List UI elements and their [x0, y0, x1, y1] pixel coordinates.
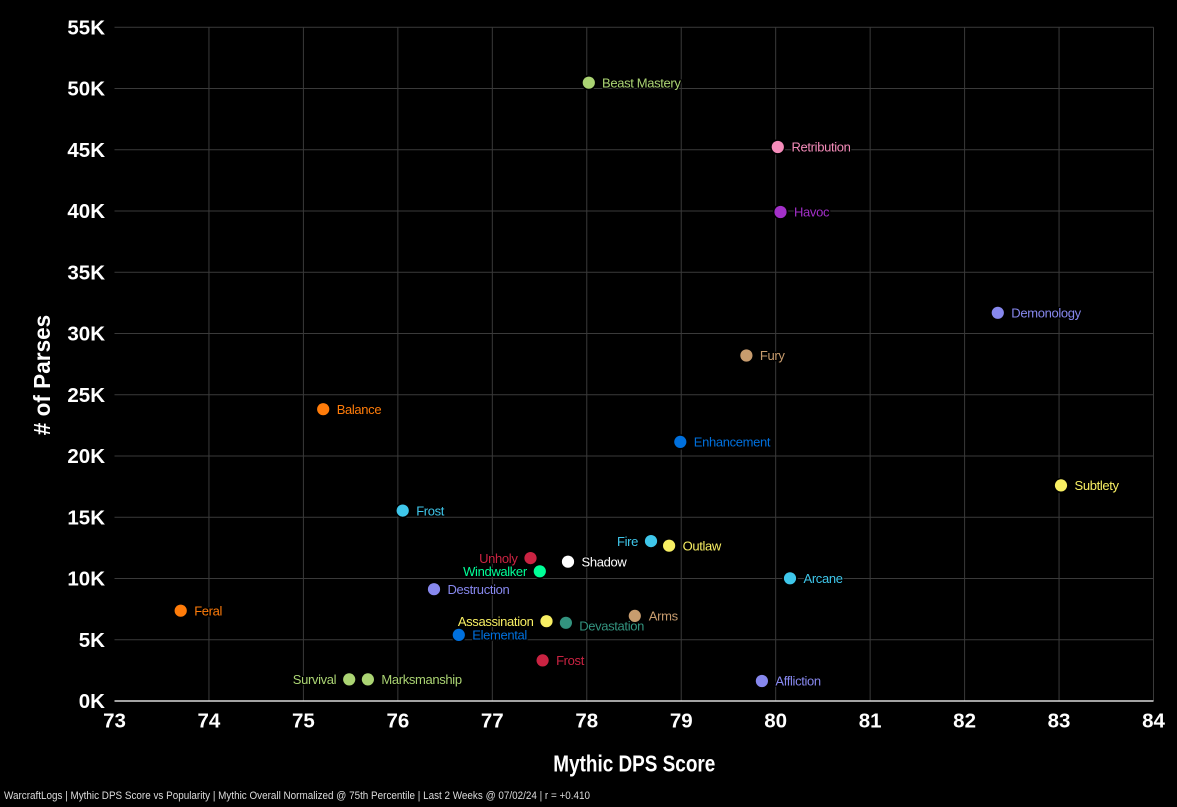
- svg-text:80: 80: [764, 710, 787, 733]
- svg-text:Feral: Feral: [194, 603, 222, 618]
- svg-text:Unholy: Unholy: [479, 551, 518, 566]
- svg-text:# of Parses: # of Parses: [29, 315, 55, 436]
- svg-text:73: 73: [103, 710, 126, 733]
- svg-text:75: 75: [292, 710, 315, 733]
- svg-text:84: 84: [1142, 710, 1165, 733]
- svg-text:Shadow: Shadow: [582, 554, 628, 569]
- svg-text:Outlaw: Outlaw: [683, 538, 722, 553]
- svg-text:74: 74: [198, 710, 221, 733]
- svg-text:Affliction: Affliction: [775, 674, 821, 689]
- svg-text:25K: 25K: [67, 384, 105, 407]
- svg-text:10K: 10K: [67, 568, 105, 591]
- svg-text:0K: 0K: [79, 690, 105, 713]
- svg-text:Subtlety: Subtlety: [1075, 478, 1120, 493]
- svg-text:Elemental: Elemental: [472, 628, 527, 643]
- svg-text:Balance: Balance: [337, 402, 382, 417]
- svg-text:Retribution: Retribution: [792, 140, 851, 155]
- svg-text:Fire: Fire: [617, 534, 638, 549]
- svg-text:Destruction: Destruction: [448, 582, 510, 597]
- svg-text:35K: 35K: [67, 261, 105, 284]
- svg-text:Marksmanship: Marksmanship: [381, 672, 461, 687]
- svg-text:50K: 50K: [67, 78, 105, 101]
- svg-text:15K: 15K: [67, 506, 105, 529]
- svg-text:20K: 20K: [67, 445, 105, 468]
- svg-text:Windwalker: Windwalker: [463, 564, 528, 579]
- svg-text:Mythic DPS Score: Mythic DPS Score: [553, 751, 715, 777]
- svg-text:WarcraftLogs | Mythic DPS Scor: WarcraftLogs | Mythic DPS Score vs Popul…: [4, 790, 590, 802]
- svg-text:Arms: Arms: [649, 609, 679, 624]
- svg-text:40K: 40K: [67, 200, 105, 223]
- svg-text:Frost: Frost: [416, 503, 445, 518]
- svg-text:81: 81: [859, 710, 882, 733]
- svg-text:Frost: Frost: [556, 653, 585, 668]
- svg-text:77: 77: [481, 710, 504, 733]
- svg-text:Survival: Survival: [293, 672, 337, 687]
- svg-text:45K: 45K: [67, 139, 105, 162]
- svg-text:79: 79: [670, 710, 693, 733]
- svg-text:Havoc: Havoc: [794, 205, 830, 220]
- svg-text:30K: 30K: [67, 323, 105, 346]
- svg-text:Arcane: Arcane: [804, 571, 843, 586]
- svg-text:83: 83: [1048, 710, 1071, 733]
- svg-text:Fury: Fury: [760, 348, 785, 363]
- svg-text:Demonology: Demonology: [1011, 306, 1081, 321]
- svg-text:Devastation: Devastation: [579, 619, 644, 634]
- svg-text:82: 82: [953, 710, 976, 733]
- svg-text:76: 76: [386, 710, 409, 733]
- svg-text:78: 78: [575, 710, 598, 733]
- svg-text:Assassination: Assassination: [458, 614, 534, 629]
- svg-text:5K: 5K: [79, 629, 105, 652]
- svg-text:Beast Mastery: Beast Mastery: [602, 75, 681, 90]
- svg-text:Enhancement: Enhancement: [694, 435, 771, 450]
- svg-text:55K: 55K: [67, 16, 105, 39]
